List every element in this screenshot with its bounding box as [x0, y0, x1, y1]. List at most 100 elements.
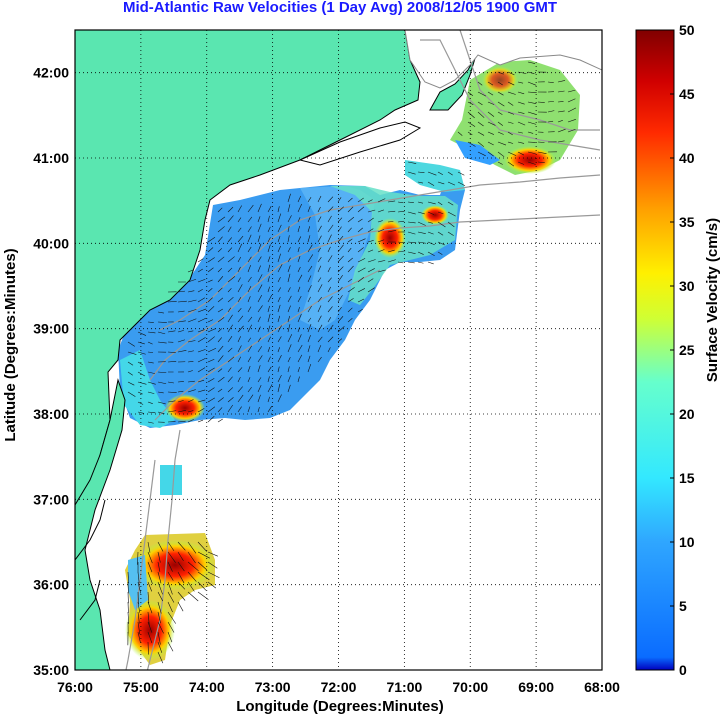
velocity-arrow	[137, 621, 141, 635]
velocity-arrow	[537, 101, 545, 103]
velocity-arrow	[317, 206, 321, 213]
velocity-arrow	[497, 141, 507, 146]
velocity-arrow	[277, 296, 281, 303]
velocity-arrow	[347, 265, 354, 273]
x-tick-label: 72:00	[321, 679, 357, 695]
velocity-arrow	[147, 421, 154, 424]
velocity-arrow	[237, 345, 242, 353]
velocity-arrow	[427, 211, 435, 215]
velocity-arrow	[487, 141, 494, 146]
velocity-arrow	[247, 394, 254, 403]
velocity-arrow	[417, 261, 424, 264]
velocity-arrow	[447, 171, 453, 176]
velocity-arrow	[367, 209, 376, 213]
velocity-arrow	[427, 201, 436, 205]
velocity-arrow	[377, 209, 385, 213]
velocity-arrow	[177, 541, 186, 551]
velocity-arrow	[207, 387, 215, 393]
velocity-arrow	[437, 171, 444, 176]
velocity-arrow	[257, 365, 261, 373]
velocity-arrow	[147, 371, 156, 374]
velocity-arrow	[287, 344, 292, 353]
velocity-arrow	[297, 354, 303, 363]
velocity-arrow	[517, 151, 525, 156]
velocity-arrow	[127, 341, 135, 347]
velocity-arrow	[197, 551, 210, 559]
velocity-arrow	[507, 91, 516, 95]
velocity-arrow	[247, 226, 252, 233]
velocity-arrow	[147, 411, 156, 414]
velocity-arrow	[227, 226, 232, 233]
velocity-arrow	[147, 621, 153, 633]
velocity-arrow	[127, 361, 134, 366]
velocity-arrow	[287, 226, 290, 233]
velocity-arrow	[327, 206, 334, 213]
velocity-arrow	[137, 631, 141, 643]
colorbar-label: Surface Velocity (cm/s)	[704, 218, 721, 382]
velocity-arrow	[247, 276, 252, 283]
velocity-arrow	[277, 276, 281, 283]
velocity-arrow	[227, 256, 235, 263]
velocity-arrow	[157, 381, 167, 385]
velocity-arrow	[147, 361, 154, 364]
velocity-arrow	[207, 397, 215, 403]
velocity-arrow	[487, 151, 494, 157]
x-tick-labels: 76:00 75:00 74:00 73:00 72:00 71:00 70:00 69:00…	[57, 679, 620, 695]
velocity-arrow	[287, 295, 292, 303]
velocity-arrow	[197, 308, 207, 313]
velocity-arrow	[297, 236, 302, 243]
velocity-arrow	[167, 591, 175, 603]
velocity-arrow	[187, 551, 196, 564]
velocity-arrow	[267, 305, 270, 313]
velocity-arrow	[397, 250, 406, 253]
velocity-arrow	[127, 351, 137, 355]
velocity-arrow	[527, 111, 536, 115]
velocity-arrow	[267, 336, 271, 343]
velocity-arrow	[147, 591, 150, 604]
velocity-arrow	[277, 366, 280, 373]
velocity-arrow	[147, 541, 151, 553]
velocity-arrow	[517, 111, 525, 114]
velocity-arrow	[257, 326, 261, 333]
velocity-arrow	[537, 151, 547, 155]
velocity-arrow	[167, 611, 176, 624]
velocity-arrow	[227, 237, 232, 243]
velocity-arrow	[237, 297, 242, 303]
velocity-arrow	[407, 251, 416, 254]
velocity-arrow	[137, 341, 145, 345]
velocity-arrow	[197, 317, 207, 323]
velocity-arrow	[257, 203, 262, 213]
velocity-arrow	[327, 296, 333, 303]
x-tick-label: 76:00	[57, 679, 93, 695]
velocity-arrow	[247, 296, 251, 303]
velocity-arrow	[317, 296, 322, 303]
colorbar-tick-label: 10	[679, 534, 695, 550]
velocity-arrow	[327, 266, 331, 273]
velocity-arrow	[187, 419, 194, 423]
velocity-arrow	[147, 381, 156, 385]
velocity-arrow	[457, 171, 465, 176]
land-delmarva	[75, 378, 126, 670]
velocity-arrow	[197, 367, 206, 373]
velocity-arrow	[527, 161, 536, 165]
velocity-arrow	[197, 297, 205, 303]
velocity-arrow	[247, 256, 252, 263]
y-tick-label: 41:00	[33, 150, 69, 166]
velocity-arrow	[157, 571, 162, 584]
velocity-arrow	[157, 581, 163, 595]
velocity-arrow	[517, 121, 526, 126]
velocity-arrow	[217, 368, 223, 373]
velocity-arrow	[237, 256, 242, 263]
velocity-arrow	[197, 358, 206, 363]
velocity-arrow	[257, 223, 262, 233]
velocity-arrow	[147, 331, 156, 334]
velocity-arrow	[277, 224, 282, 233]
velocity-arrow	[217, 207, 223, 213]
velocity-arrow	[207, 306, 215, 313]
velocity-arrow	[337, 235, 344, 243]
velocity-arrow	[337, 286, 343, 293]
velocity-arrow	[267, 376, 270, 383]
velocity-arrow	[287, 287, 291, 293]
velocity-arrow	[417, 221, 426, 226]
velocity-arrow	[187, 318, 197, 323]
